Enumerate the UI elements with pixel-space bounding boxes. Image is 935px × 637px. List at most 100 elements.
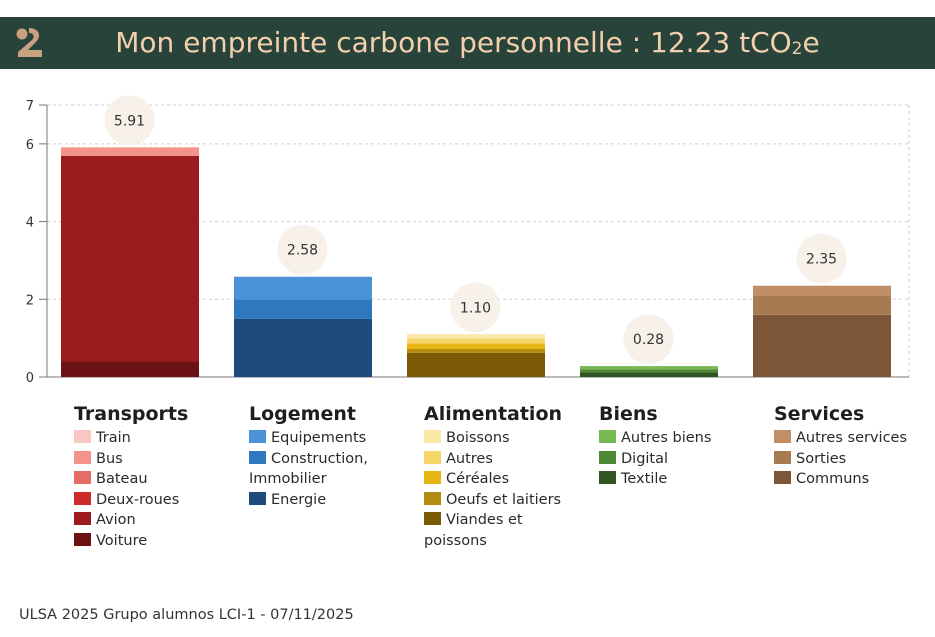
legend-swatch [424, 491, 441, 505]
legend-label: Autres services [796, 430, 908, 446]
legend-label: Bus [96, 450, 123, 467]
legend-item: Céréales [424, 469, 582, 490]
total-label-bubble [623, 314, 674, 365]
legend-swatch [774, 450, 791, 464]
legend-item: Textile [599, 469, 757, 490]
bar-segment [753, 314, 891, 377]
y-tick-label: 0 [26, 371, 34, 386]
legend-item: Bateau [74, 469, 232, 490]
legend-swatch [74, 450, 91, 464]
legend-swatch [774, 430, 791, 443]
bar-segment [580, 366, 718, 370]
legend-item: Communs [774, 469, 932, 490]
legend-group: Logement Equipements Construction, Immobil… [249, 403, 407, 510]
bar-segment [407, 343, 545, 350]
legend-label: Avion [96, 512, 136, 528]
page-title: Mon empreinte carbone personnelle : 12.2… [115, 26, 820, 59]
legend-swatch [599, 430, 616, 443]
legend-label: Textile [621, 471, 668, 487]
legend-group-title: Services [774, 403, 865, 425]
legend-item: Oeufs et laitiers [424, 490, 582, 511]
y-tick-label: 7 [26, 99, 34, 114]
bar-segment [580, 372, 718, 377]
legend-group-title: Logement [249, 403, 356, 425]
legend-item: Train [74, 428, 232, 449]
legend-label: Digital [621, 450, 669, 467]
legend-label: Voiture [96, 532, 148, 549]
footer-note: ULSA 2025 Grupo alumnos LCI-1 - 07/11/20… [19, 607, 354, 623]
legend-group: Services Autres services Sorties Communs [774, 403, 932, 490]
bar-segment [753, 295, 891, 315]
legend-item: Energie [249, 490, 407, 511]
legend-swatch [74, 512, 91, 525]
legend-swatch [424, 430, 441, 443]
legend-group: Alimentation Boissons Autres Céréales Oeufs … [424, 403, 582, 551]
bar-segment [580, 369, 718, 373]
bar-segment [234, 276, 372, 300]
y-tick-label: 2 [26, 293, 34, 308]
total-label-bubble [450, 282, 501, 333]
bar-segment [61, 361, 199, 377]
legend-item: Sorties [774, 449, 932, 470]
bar-segment [61, 147, 199, 156]
bar-segment [61, 155, 199, 362]
legend-label: Sorties [796, 450, 847, 467]
legend-swatch [249, 450, 266, 464]
legend-item: Boissons [424, 428, 582, 449]
legend-swatch [249, 430, 266, 443]
y-tick-label: 6 [26, 138, 34, 153]
bar-segment [407, 352, 545, 377]
bar-segment [753, 285, 891, 296]
bar-segment [234, 318, 372, 377]
legend-group: Biens Autres biens Digital Textile [599, 403, 757, 490]
legend-swatch [424, 450, 441, 464]
carbon-footprint-chart: 0 2 4 6 7 5.91 2.58 1.10 0.28 2.35 [26, 95, 910, 386]
legend-group: Transports Train Bus Bateau Deux-roues Avion V… [74, 403, 232, 551]
bar-segment [407, 338, 545, 344]
total-label: 2.58 [287, 243, 318, 259]
total-label-bubble [277, 224, 328, 275]
total-label-bubble [104, 95, 155, 146]
logo-icon [16, 28, 42, 57]
bar-segment [407, 349, 545, 353]
legend-label: Communs [796, 471, 870, 487]
total-label: 5.91 [114, 113, 145, 129]
legend-swatch [74, 430, 91, 443]
total-label: 0.28 [633, 332, 664, 348]
legend-item: Voiture [74, 531, 232, 552]
bar-segment [234, 299, 372, 319]
legend-label: Train [96, 430, 131, 446]
total-label-bubble [796, 233, 847, 284]
legend-label: Autres [446, 450, 493, 467]
legend-swatch [74, 532, 91, 546]
bar-segment [407, 334, 545, 339]
header-banner: Mon empreinte carbone personnelle : 12.2… [0, 17, 935, 69]
legend-swatch [249, 491, 266, 505]
legend-swatch [424, 471, 441, 484]
legend-label: Construction, Immobilier [249, 450, 368, 488]
legend-label: Autres biens [621, 430, 712, 446]
legend-group-title: Alimentation [424, 403, 563, 425]
y-tick-label: 4 [26, 216, 34, 231]
legend-swatch [74, 471, 91, 484]
legend-label: Oeufs et laitiers [446, 491, 562, 508]
legend-item: Deux-roues [74, 490, 232, 511]
legend-label: Céréales [446, 471, 509, 487]
legend-label: Deux-roues [96, 491, 180, 508]
total-label: 2.35 [806, 252, 837, 268]
legend-item: Avion [74, 510, 232, 531]
legend-swatch [599, 471, 616, 484]
legend-label: Boissons [446, 430, 510, 446]
legend-label: Equipements [271, 430, 367, 446]
legend-label: Energie [271, 491, 327, 508]
legend-item: Construction, Immobilier [249, 449, 407, 490]
legend-swatch [774, 471, 791, 484]
legend-group-title: Transports [74, 403, 189, 425]
legend-item: Autres biens [599, 428, 757, 449]
legend-label: Bateau [96, 471, 148, 487]
legend-item: Autres services [774, 428, 932, 449]
legend-label: Viandes et poissons [424, 512, 523, 549]
legend-swatch [599, 450, 616, 464]
legend-item: Digital [599, 449, 757, 470]
legend-item: Equipements [249, 428, 407, 449]
